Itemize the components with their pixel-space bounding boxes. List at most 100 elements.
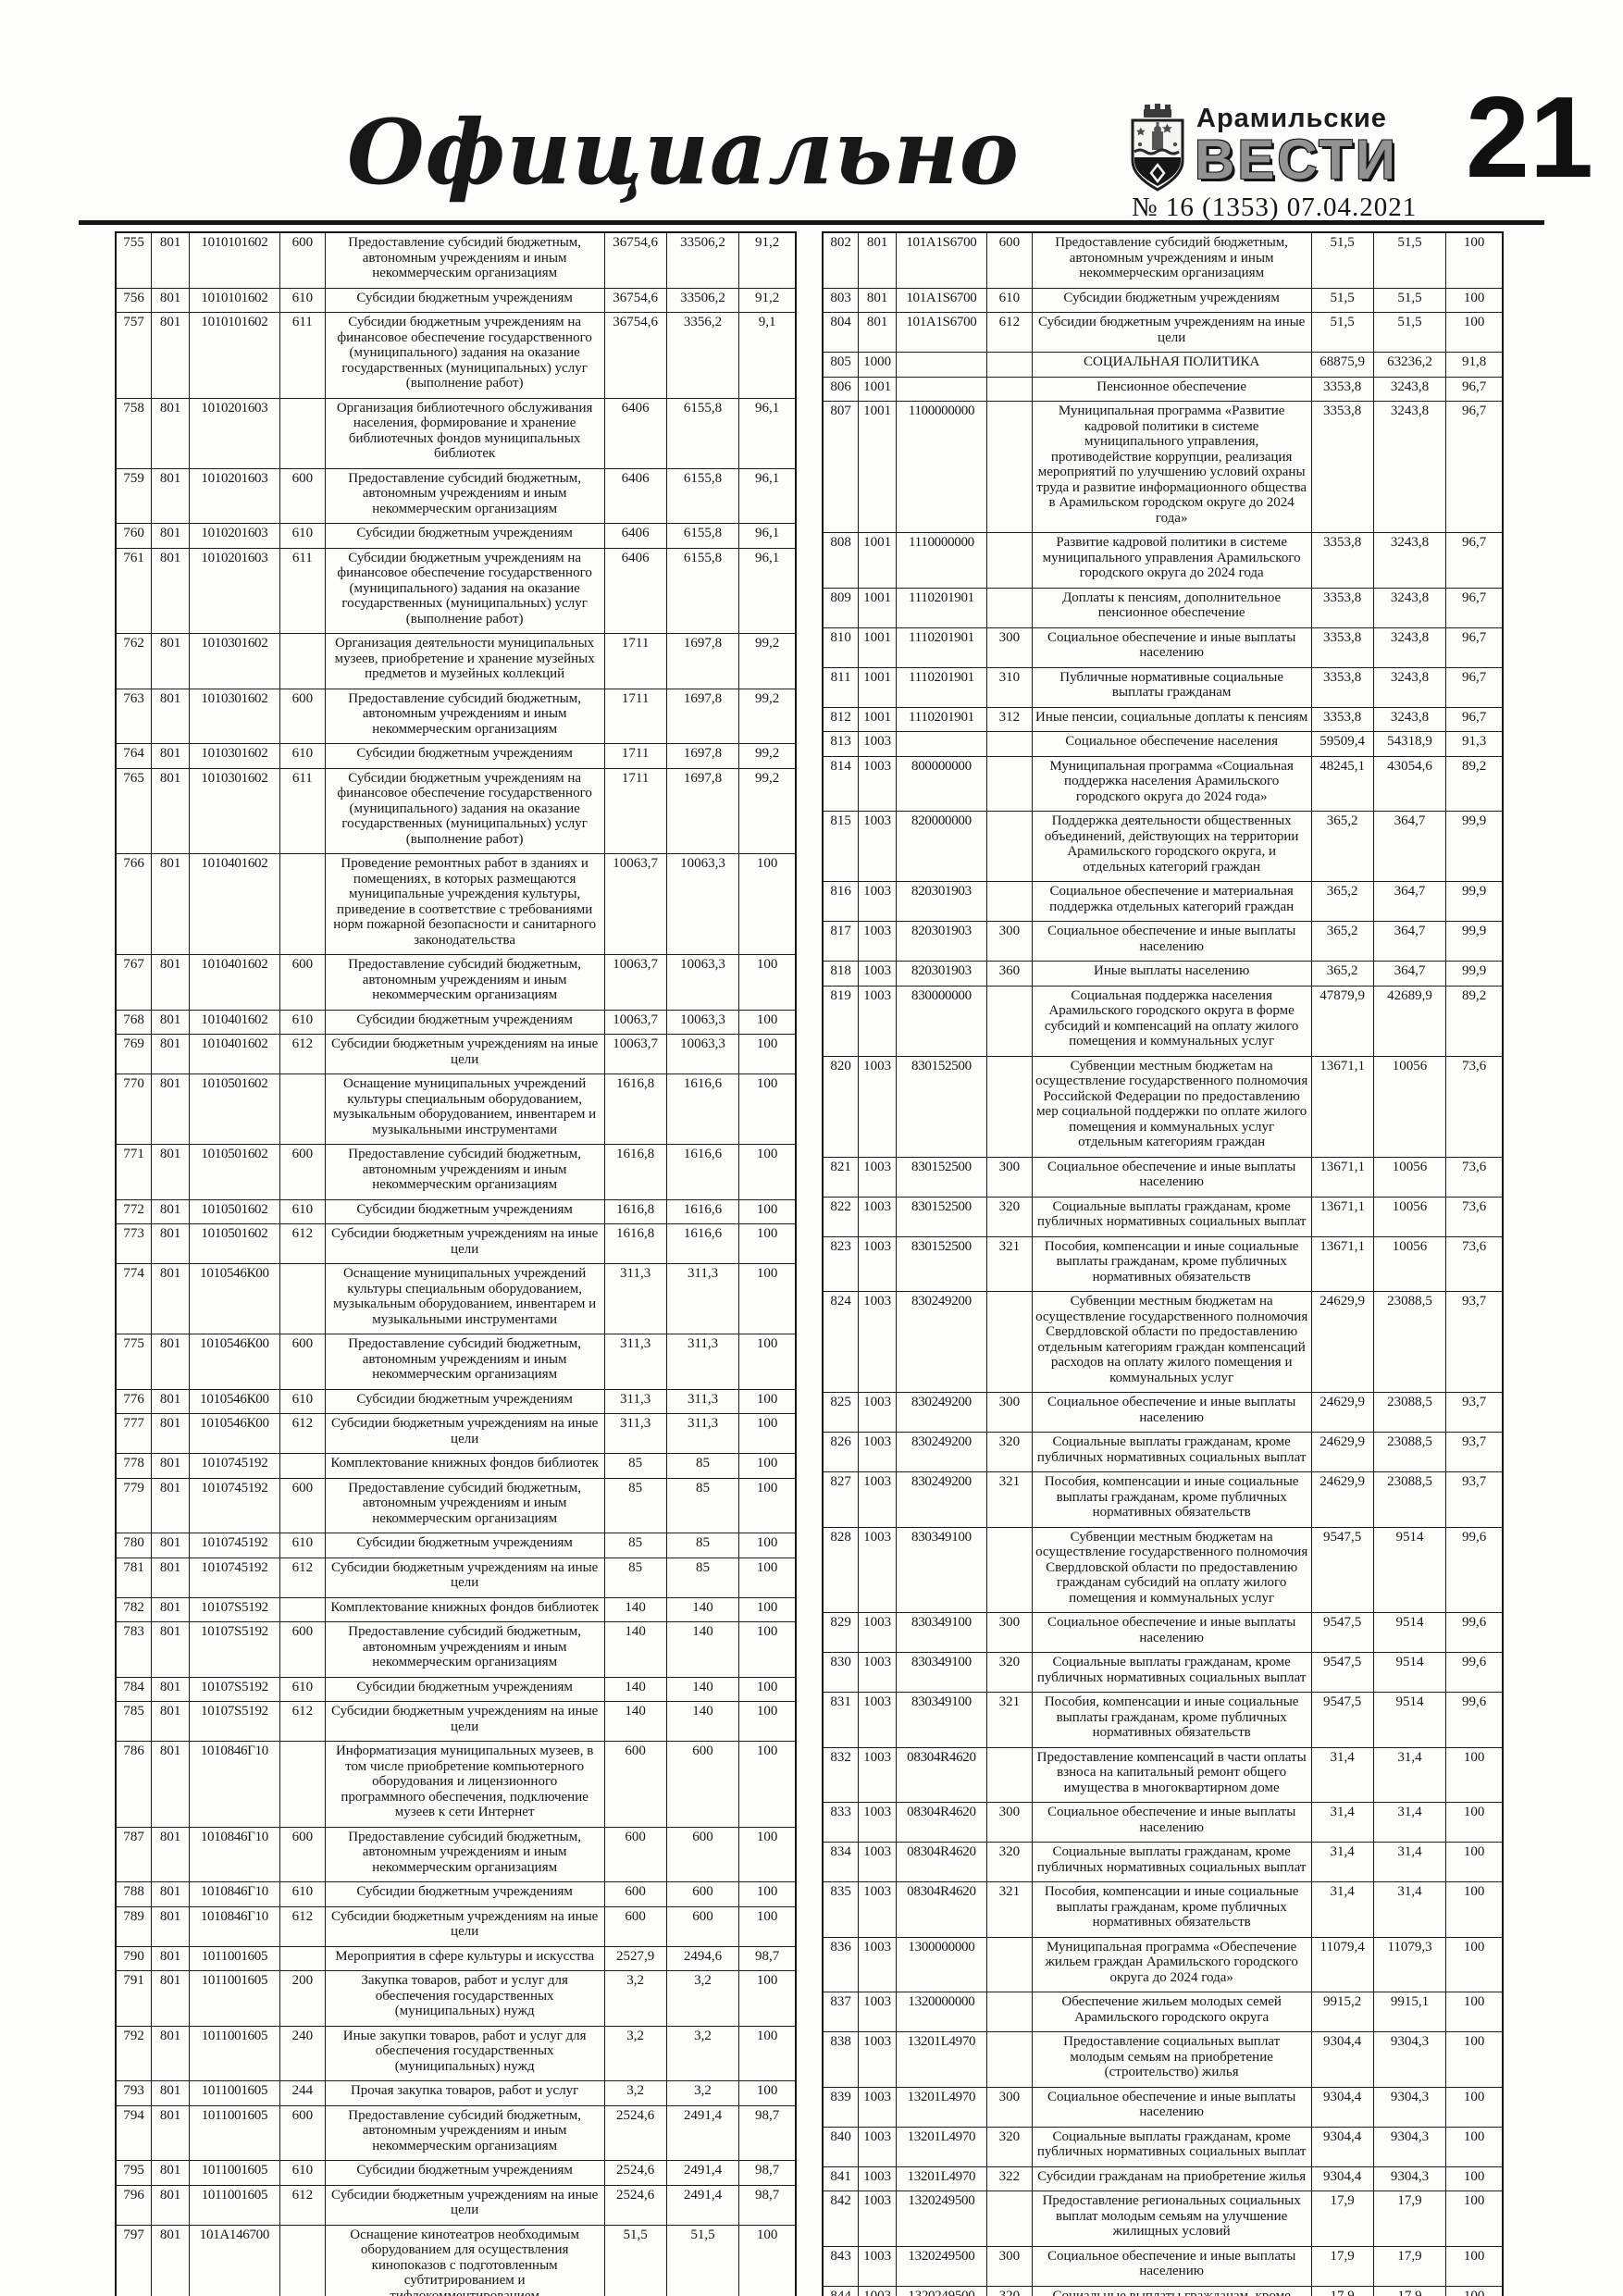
cell-executed: 85 — [665, 1533, 740, 1558]
cell-executed: 31,4 — [1372, 1881, 1447, 1938]
table-row: 812 1001 1110201901 312 Иные пенсии, социаль… — [822, 706, 1504, 732]
table-row: 814 1003 800000000 Муниципальная программа … — [822, 755, 1504, 812]
cell-expense-type-code: 600 — [279, 954, 326, 1011]
cell-row-number: 771 — [115, 1144, 153, 1200]
cell-target-article-code: 10107S5192 — [189, 1596, 280, 1622]
table-row: 820 1003 830152500 Субвенции местным бюджет… — [822, 1055, 1504, 1158]
cell-row-number: 760 — [115, 523, 153, 549]
cell-chapter-code: 1003 — [858, 1842, 897, 1882]
cell-percent: 100 — [1445, 1936, 1504, 1992]
cell-chapter-code: 801 — [151, 688, 190, 744]
cell-expense-type-code — [279, 1945, 326, 1971]
cell-executed: 311,3 — [665, 1413, 740, 1454]
cell-chapter-code: 1003 — [858, 2285, 897, 2296]
cell-name: Субсидии бюджетным учреждениям на иные ц… — [324, 1413, 605, 1454]
table-row: 781 801 1010745192 612 Субсидии бюджетным уч… — [115, 1557, 797, 1598]
cell-executed: 23088,5 — [1372, 1392, 1447, 1433]
cell-chapter-code: 801 — [151, 767, 190, 854]
cell-chapter-code: 801 — [151, 1034, 190, 1074]
cell-executed: 23088,5 — [1372, 1432, 1447, 1472]
cell-target-article-code: 1010745192 — [189, 1533, 280, 1558]
cell-target-article-code: 1010745192 — [189, 1453, 280, 1479]
cell-row-number: 841 — [822, 2166, 860, 2191]
cell-row-number: 843 — [822, 2245, 860, 2287]
cell-planned: 31,4 — [1310, 1881, 1374, 1938]
cell-row-number: 820 — [822, 1055, 860, 1158]
cell-target-article-code: 1320249500 — [896, 2245, 987, 2287]
cell-executed: 3243,8 — [1372, 401, 1447, 533]
cell-chapter-code: 801 — [151, 2080, 190, 2106]
table-row: 787 801 1010846Г10 600 Предоставление субсид… — [115, 1826, 797, 1882]
cell-chapter-code: 801 — [151, 1198, 190, 1224]
cell-row-number: 839 — [822, 2086, 860, 2128]
table-row: 809 1001 1110201901 Доплаты к пенсиям, допо… — [822, 587, 1504, 628]
cell-executed: 9304,3 — [1372, 2166, 1447, 2191]
cell-target-article-code: 1010201603 — [189, 467, 280, 524]
cell-executed: 51,5 — [665, 2224, 740, 2296]
cell-name: Социальное обеспечение и материальная по… — [1031, 881, 1312, 922]
cell-executed: 51,5 — [1372, 287, 1447, 313]
cell-expense-type-code: 244 — [279, 2080, 326, 2106]
cell-chapter-code: 1003 — [858, 2245, 897, 2287]
cell-expense-type-code: 300 — [985, 921, 1033, 962]
cell-expense-type-code: 600 — [279, 231, 326, 289]
cell-name: Субсидии бюджетным учреждениям — [324, 1009, 605, 1035]
cell-executed: 9514 — [1372, 1692, 1447, 1748]
cell-chapter-code: 1001 — [858, 706, 897, 732]
cell-row-number: 785 — [115, 1701, 153, 1742]
cell-planned: 365,2 — [1310, 961, 1374, 987]
cell-executed: 9514 — [1372, 1526, 1447, 1613]
cell-executed: 10056 — [1372, 1196, 1447, 1237]
cell-executed: 140 — [665, 1596, 740, 1622]
cell-name: Предоставление субсидий бюджетным, автон… — [324, 467, 605, 524]
cell-name: Пособия, компенсации и иные социальные в… — [1031, 1235, 1312, 1292]
cell-row-number: 794 — [115, 2104, 153, 2161]
cell-expense-type-code: 300 — [985, 627, 1033, 668]
cell-planned: 311,3 — [603, 1263, 667, 1334]
cell-executed: 85 — [665, 1453, 740, 1479]
cell-name: Субсидии гражданам на приобретение жилья — [1031, 2166, 1312, 2191]
cell-target-article-code: 1010101602 — [189, 231, 280, 289]
cell-target-article-code: 1010201603 — [189, 547, 280, 634]
table-row: 757 801 1010101602 611 Субсидии бюджетным уч… — [115, 312, 797, 399]
cell-target-article-code: 1110201901 — [896, 666, 987, 708]
cell-planned: 85 — [603, 1453, 667, 1479]
cell-target-article-code: 08304R4620 — [896, 1842, 987, 1882]
cell-chapter-code: 1003 — [858, 2126, 897, 2167]
cell-target-article-code: 1300000000 — [896, 1936, 987, 1992]
table-row: 760 801 1010201603 610 Субсидии бюджетным уч… — [115, 523, 797, 549]
cell-chapter-code: 801 — [151, 1009, 190, 1035]
cell-chapter-code: 801 — [151, 1905, 190, 1947]
cell-row-number: 812 — [822, 706, 860, 732]
cell-chapter-code: 801 — [151, 853, 190, 955]
cell-chapter-code: 801 — [151, 2104, 190, 2161]
table-row: 788 801 1010846Г10 610 Субсидии бюджетным уч… — [115, 1881, 797, 1907]
cell-chapter-code: 801 — [858, 231, 897, 289]
cell-expense-type-code: 611 — [279, 767, 326, 854]
cell-percent: 91,2 — [738, 231, 797, 289]
cell-target-article-code: 1010301602 — [189, 633, 280, 689]
cell-name: Проведение ремонтных работ в зданиях и п… — [324, 853, 605, 955]
cell-percent: 99,9 — [1445, 921, 1504, 962]
cell-target-article-code: 1010846Г10 — [189, 1826, 280, 1882]
cell-target-article-code: 1010301602 — [189, 767, 280, 854]
cell-row-number: 774 — [115, 1263, 153, 1334]
cell-target-article-code: 1010846Г10 — [189, 1881, 280, 1907]
cell-name: Комплектование книжных фондов библиотек — [324, 1596, 605, 1622]
cell-executed: 3356,2 — [665, 312, 740, 399]
cell-executed: 364,7 — [1372, 881, 1447, 922]
cell-executed: 10063,3 — [665, 954, 740, 1011]
cell-planned: 9304,4 — [1310, 2126, 1374, 2167]
cell-chapter-code: 1001 — [858, 587, 897, 628]
cell-planned: 51,5 — [603, 2224, 667, 2296]
cell-target-article-code: 830152500 — [896, 1055, 987, 1158]
cell-chapter-code: 801 — [151, 312, 190, 399]
cell-name: Субсидии бюджетным учреждениям на иные ц… — [324, 1034, 605, 1074]
cell-planned: 3,2 — [603, 2025, 667, 2081]
cell-percent: 73,6 — [1445, 1156, 1504, 1198]
cell-name: Субсидии бюджетным учреждениям — [324, 1198, 605, 1224]
cell-planned: 140 — [603, 1621, 667, 1678]
cell-percent: 100 — [1445, 312, 1504, 353]
table-row: 823 1003 830152500 321 Пособия, компенсации … — [822, 1235, 1504, 1292]
cell-planned: 3,2 — [603, 1970, 667, 2027]
